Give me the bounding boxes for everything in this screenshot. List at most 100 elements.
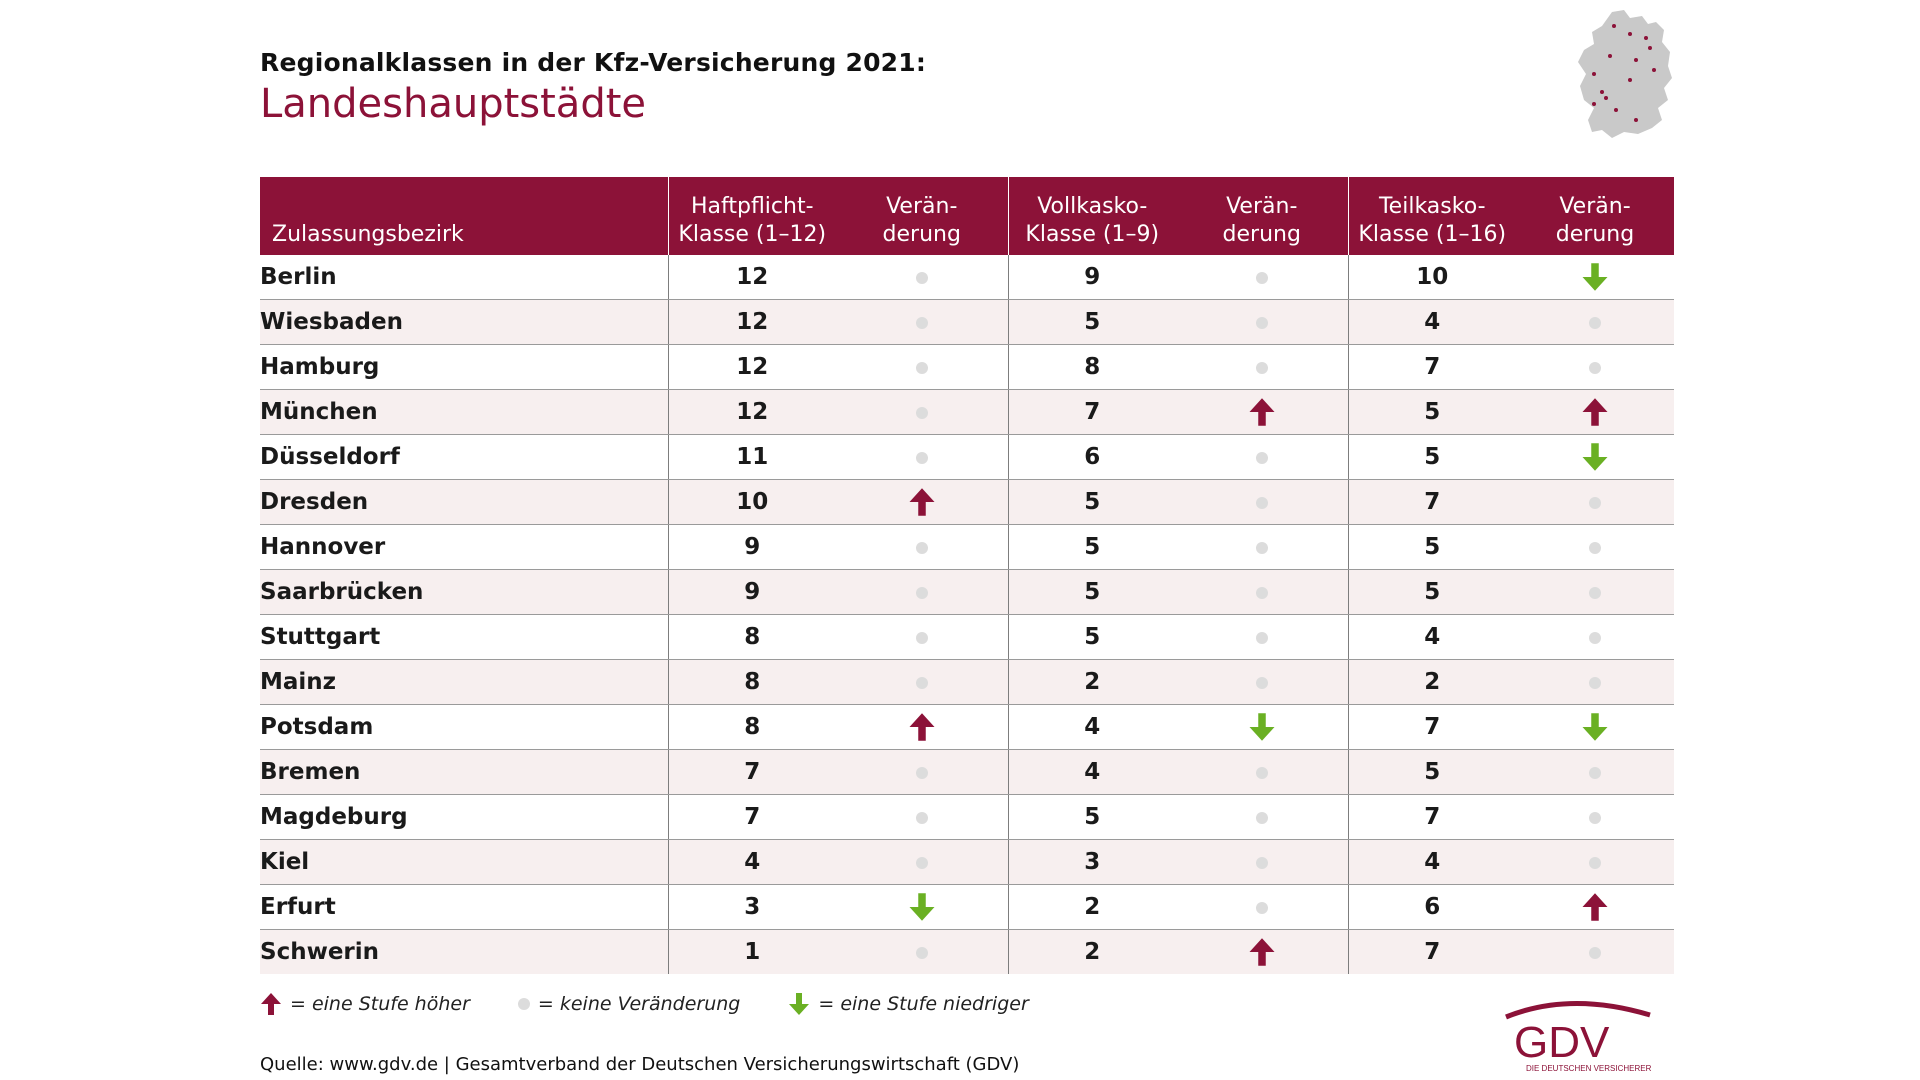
col-header-change-haftpflicht: Verän-derung — [836, 177, 1008, 255]
dot-icon — [1589, 631, 1601, 644]
cell-haftpflicht: 7 — [667, 794, 836, 840]
dot-icon — [1589, 496, 1601, 509]
cell-change-teilkasko — [1516, 389, 1674, 435]
cell-district: Bremen — [260, 749, 668, 795]
arrow-down-icon — [1249, 713, 1275, 741]
cell-vollkasko: 5 — [1007, 569, 1176, 615]
cell-district: Stuttgart — [260, 614, 668, 660]
dot-icon — [915, 541, 928, 554]
dot-icon — [1255, 496, 1268, 509]
cell-vollkasko: 4 — [1007, 749, 1176, 795]
arrow-up-icon — [909, 713, 935, 741]
dot-icon — [1589, 856, 1601, 869]
arrow-up-icon — [1582, 398, 1608, 426]
germany-map-icon — [1578, 10, 1672, 138]
cell-vollkasko: 5 — [1007, 524, 1176, 570]
cell-change-teilkasko — [1516, 884, 1674, 930]
cell-district: München — [260, 389, 668, 435]
cell-change-haftpflicht — [836, 929, 1008, 974]
gdv-logo: GDV DIE DEUTSCHEN VERSICHERER — [1505, 1000, 1652, 1073]
dot-icon — [1255, 451, 1268, 464]
page-supertitle: Regionalklassen in der Kfz-Versicherung … — [260, 48, 927, 77]
dot-icon — [1589, 766, 1601, 779]
source-note: Quelle: www.gdv.de | Gesamtverband der D… — [260, 1054, 1020, 1075]
cell-district: Wiesbaden — [260, 299, 668, 345]
dot-icon — [1255, 901, 1268, 914]
cell-teilkasko: 7 — [1347, 794, 1516, 840]
dot-icon — [1589, 316, 1601, 329]
legend-label-down: = eine Stufe niedriger — [818, 993, 1029, 1015]
cell-change-vollkasko — [1176, 299, 1348, 345]
col-header-vollkasko: Vollkasko- Klasse (1–9) — [1007, 177, 1176, 255]
cell-change-haftpflicht — [836, 299, 1008, 345]
cell-change-haftpflicht — [836, 434, 1008, 480]
dot-icon — [915, 271, 928, 284]
heading: Regionalklassen in der Kfz-Versicherung … — [260, 48, 926, 127]
cell-haftpflicht: 9 — [667, 569, 836, 615]
dot-icon — [1255, 631, 1268, 644]
cell-district: Dresden — [260, 479, 668, 525]
cell-change-haftpflicht — [836, 704, 1008, 750]
cell-change-vollkasko — [1176, 389, 1348, 435]
cell-change-teilkasko — [1516, 929, 1674, 974]
cell-teilkasko: 7 — [1347, 929, 1516, 974]
cell-change-vollkasko — [1176, 839, 1348, 885]
cell-vollkasko: 9 — [1007, 255, 1176, 300]
cell-haftpflicht: 7 — [667, 749, 836, 795]
svg-text:GDV: GDV — [1514, 1018, 1610, 1067]
cell-teilkasko: 7 — [1347, 479, 1516, 525]
dot-icon — [915, 946, 928, 959]
dot-icon — [1255, 316, 1268, 329]
arrow-up-icon — [261, 993, 281, 1015]
cell-change-vollkasko — [1176, 524, 1348, 570]
arrow-down-icon — [789, 993, 810, 1015]
cell-change-vollkasko — [1176, 569, 1348, 615]
legend: = eine Stufe höher = keine Veränderung =… — [260, 992, 1077, 1016]
cell-teilkasko: 10 — [1347, 255, 1516, 300]
cell-haftpflicht: 8 — [667, 704, 836, 750]
arrow-down-icon — [1582, 263, 1608, 291]
cell-teilkasko: 5 — [1347, 569, 1516, 615]
dot-icon — [915, 856, 928, 869]
legend-item-none: = keine Veränderung — [517, 993, 740, 1015]
cell-vollkasko: 2 — [1007, 884, 1176, 930]
dot-icon — [1589, 586, 1601, 599]
cell-teilkasko: 5 — [1347, 524, 1516, 570]
table-row: Magdeburg 7 5 7 — [260, 794, 1674, 840]
table-row: Saarbrücken 9 5 5 — [260, 569, 1674, 615]
cell-change-teilkasko — [1516, 839, 1674, 885]
cell-change-haftpflicht — [836, 344, 1008, 390]
dot-icon — [1255, 271, 1268, 284]
table-row: Wiesbaden 12 5 4 — [260, 299, 1674, 345]
cell-change-haftpflicht — [836, 524, 1008, 570]
cell-change-haftpflicht — [836, 884, 1008, 930]
table-row: Kiel 4 3 4 — [260, 839, 1674, 885]
arrow-up-icon — [909, 488, 935, 516]
cell-change-vollkasko — [1176, 255, 1348, 300]
cell-vollkasko: 5 — [1007, 299, 1176, 345]
cell-teilkasko: 5 — [1347, 389, 1516, 435]
cell-change-vollkasko — [1176, 659, 1348, 705]
table-row: Hamburg 12 8 7 — [260, 344, 1674, 390]
cell-change-teilkasko — [1516, 434, 1674, 480]
cell-haftpflicht: 12 — [667, 389, 836, 435]
cell-change-teilkasko — [1516, 659, 1674, 705]
dot-icon — [1255, 856, 1268, 869]
cell-district: Berlin — [260, 255, 668, 300]
dot-icon — [1255, 541, 1268, 554]
cell-teilkasko: 6 — [1347, 884, 1516, 930]
cell-district: Düsseldorf — [260, 434, 668, 480]
cell-change-haftpflicht — [836, 794, 1008, 840]
cell-teilkasko: 4 — [1347, 299, 1516, 345]
dot-icon — [1255, 676, 1268, 689]
svg-text:DIE DEUTSCHEN VERSICHERER: DIE DEUTSCHEN VERSICHERER — [1526, 1064, 1652, 1073]
dot-icon — [1255, 811, 1268, 824]
cell-district: Magdeburg — [260, 794, 668, 840]
cell-change-teilkasko — [1516, 569, 1674, 615]
table-row: Potsdam 8 4 7 — [260, 704, 1674, 750]
dot-icon — [915, 586, 928, 599]
cell-vollkasko: 2 — [1007, 929, 1176, 974]
cell-district: Schwerin — [260, 929, 668, 974]
cell-haftpflicht: 11 — [667, 434, 836, 480]
arrow-up-icon — [1249, 938, 1275, 966]
